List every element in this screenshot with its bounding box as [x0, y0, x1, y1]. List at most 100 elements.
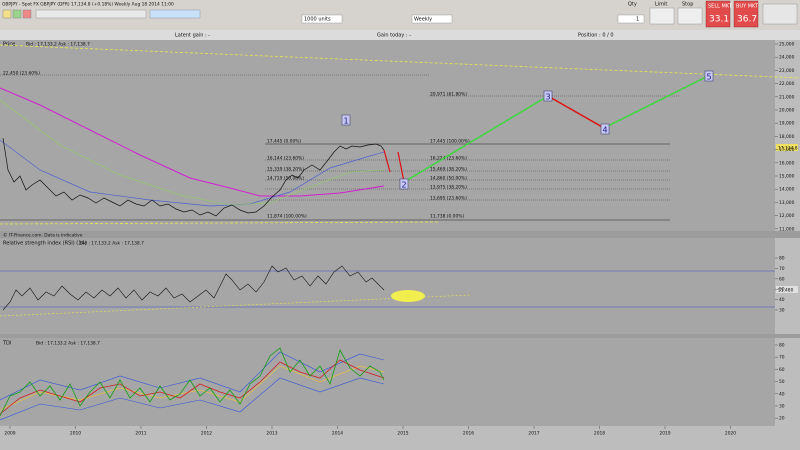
fib-label: 14,719 (50.00%) [267, 176, 304, 182]
wave-label: 2 [401, 181, 406, 190]
wave-box [341, 114, 351, 126]
tdi-rsi-line [0, 347, 385, 417]
wave-box [600, 123, 610, 135]
position: Position : 0 / 0 [578, 33, 614, 39]
y-tick-label: 70 [779, 266, 785, 272]
stop-label: Stop [682, 2, 693, 8]
projection-line [603, 75, 709, 129]
rsi-bid-ask: Bid : 17,133.2 Ask : 17,138.7 [80, 241, 144, 247]
wave-box [543, 90, 553, 102]
tdi-axis [775, 338, 800, 426]
y-tick-label: 40 [779, 297, 785, 303]
tdi-bid-ask: Bid : 17,133.2 Ask : 17,138.7 [36, 341, 100, 347]
period-dropdown[interactable] [411, 14, 453, 24]
y-tick-label: 40 [779, 391, 785, 397]
qty-label: Qty [628, 2, 637, 8]
y-tick-label: 70 [779, 355, 785, 361]
instrument-info: GBPJPY - Spot FX GBPJPY (DFR) 17,134.8 (… [2, 2, 174, 8]
x-tick-label: 2010 [70, 431, 81, 437]
qty-value: 1 [636, 17, 639, 23]
wave-label: 3 [545, 93, 550, 102]
y-tick-label: 15,000 [779, 174, 795, 180]
y-tick-label: 60 [779, 367, 785, 373]
x-tick-label: 2019 [659, 431, 670, 437]
sell-label: SELL MKT [708, 4, 733, 10]
units-dropdown[interactable] [301, 14, 343, 24]
y-tick-label: 12,000 [779, 213, 795, 219]
tdi-band [0, 377, 385, 421]
x-tick-label: 2020 [725, 431, 736, 437]
order-options[interactable] [762, 3, 798, 25]
y-tick-label: 22,000 [779, 81, 795, 87]
trend-line [0, 294, 471, 317]
projection-line [383, 149, 391, 173]
fib-label: 11,874 (100.00%) [267, 214, 307, 220]
fib-label: 20,971 (61.80%) [430, 92, 467, 98]
y-tick-label: 18,000 [779, 134, 795, 140]
y-tick-label: 50 [779, 287, 785, 293]
data-credit: © IT-Finance.com. Data is indicative [3, 232, 83, 239]
rsi-axis-ticks: 80 70 60 50 40 30 [775, 256, 785, 314]
price-marker [776, 144, 798, 151]
price-axis-ticks: 25,000 24,000 23,000 22,000 21,000 20,000 19,0… [775, 42, 795, 232]
price-bid-ask: Bid : 17,133.2 Ask : 17,138.7 [26, 42, 90, 48]
y-tick-label: 25,000 [779, 42, 795, 48]
wave-label: 5 [706, 73, 711, 82]
rsi-panel [0, 238, 775, 334]
tdi-signal [0, 359, 385, 415]
info-bar [0, 30, 800, 40]
units-value: 1000 units [304, 17, 331, 23]
y-tick-label: 23,000 [779, 68, 795, 74]
stop-input[interactable] [677, 7, 703, 25]
tool-icons[interactable] [2, 9, 201, 19]
rsi-value: 51.480 [778, 288, 794, 294]
rsi-label: Relative strength index (RSI) (14) [3, 241, 87, 247]
tdi-midline [0, 365, 385, 411]
x-tick-label: 2018 [594, 431, 605, 437]
trend-line [0, 44, 800, 79]
wave-label: 4 [602, 126, 607, 135]
fib-label: 17,445 (100.00%) [430, 139, 470, 145]
highlight [391, 290, 425, 302]
projection-line [403, 95, 549, 183]
x-tick-label: 2011 [135, 431, 146, 437]
fib-label: 22,450 (23.60%) [3, 71, 40, 77]
limit-input[interactable] [649, 7, 675, 25]
x-tick-label: 2015 [397, 431, 408, 437]
tdi-panel [0, 338, 775, 426]
period-value: Weekly [414, 17, 432, 23]
rsi-line [2, 265, 385, 311]
x-tick-label: 2016 [463, 431, 474, 437]
price-axis [775, 40, 800, 231]
y-tick-label: 14,000 [779, 187, 795, 193]
y-tick-label: 21,000 [779, 94, 795, 100]
sell-button[interactable]: SELL MKT 33.1 [705, 0, 733, 28]
price-panel [0, 40, 775, 231]
y-tick-label: 80 [779, 343, 785, 349]
fib-label: 17,445 (0.00%) [267, 139, 301, 145]
trend-line [0, 221, 441, 225]
y-tick-label: 20,000 [779, 108, 795, 114]
y-tick-label: 50 [779, 379, 785, 385]
time-axis [0, 426, 800, 450]
x-tick-label: 2012 [201, 431, 212, 437]
tdi-axis-ticks: 80 70 60 50 40 30 20 [775, 343, 785, 422]
qty-input[interactable] [617, 14, 645, 24]
buy-button[interactable]: BUY MKT 36.7 [733, 0, 759, 28]
tdi-label: TDI [2, 341, 11, 347]
rsi-marker [776, 286, 798, 293]
buy-price: 36.7 [737, 15, 757, 25]
fib-label: 15,469 (38.20%) [430, 167, 467, 173]
moving-average [0, 87, 385, 197]
y-tick-label: 19,000 [779, 121, 795, 127]
sell-price: 33.1 [709, 15, 729, 25]
wave-box [704, 70, 714, 82]
x-tick-label: 2014 [332, 431, 343, 437]
x-tick-label: 2009 [4, 431, 15, 437]
fib-label: 16,144 (23.60%) [267, 156, 304, 162]
y-tick-label: 30 [779, 308, 785, 314]
y-tick-label: 24,000 [779, 55, 795, 61]
y-tick-label: 17,000 [779, 147, 795, 153]
x-tick-label: 2017 [528, 431, 539, 437]
wave-box [399, 178, 409, 190]
